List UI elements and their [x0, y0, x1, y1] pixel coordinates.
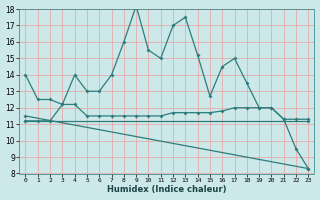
X-axis label: Humidex (Indice chaleur): Humidex (Indice chaleur) [107, 185, 227, 194]
